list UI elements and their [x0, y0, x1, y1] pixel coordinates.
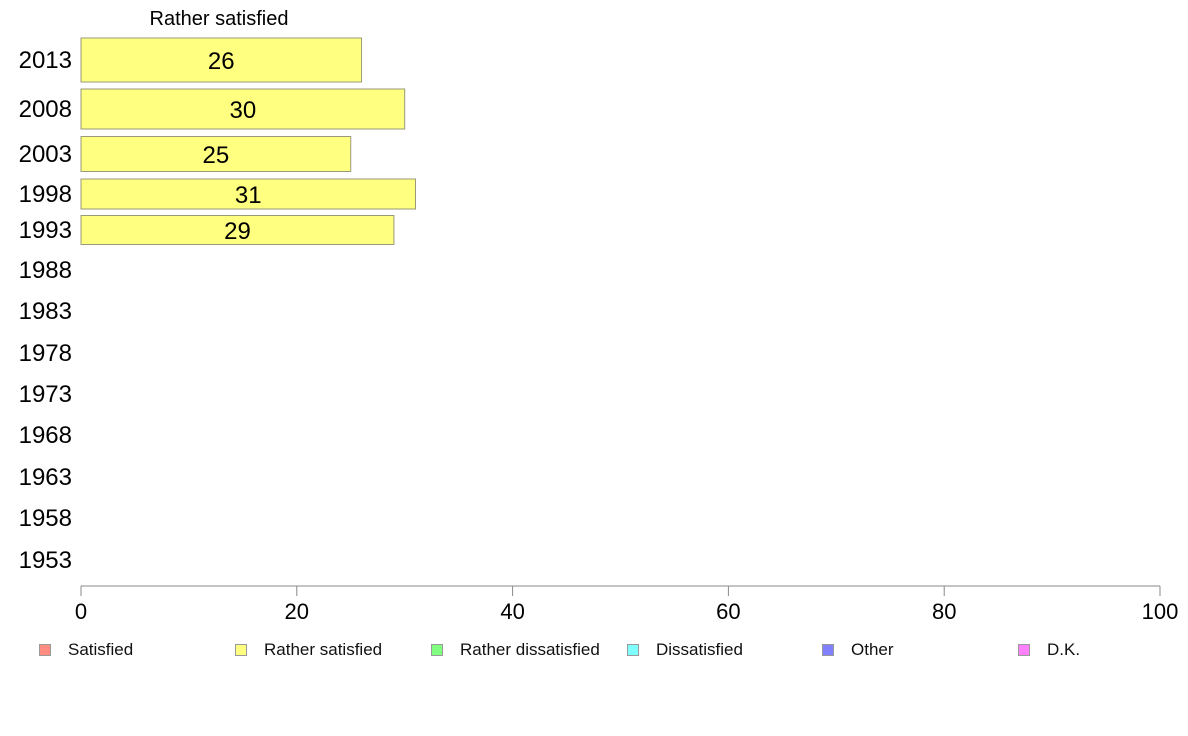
y-tick-label: 1963 [19, 464, 72, 491]
y-axis-labels: 2013 2008 2003 1998 1993 1988 1983 1978 1973 1968… [19, 47, 72, 574]
y-tick-label: 1958 [19, 505, 72, 532]
y-tick-label: 2013 [19, 47, 72, 74]
legend-label: Other [851, 640, 894, 659]
legend-item: Rather satisfied [235, 638, 382, 662]
legend-swatch [431, 644, 443, 656]
legend-label: D.K. [1047, 640, 1081, 659]
x-tick-label: 0 [75, 599, 87, 624]
legend-swatch [822, 644, 834, 656]
y-tick-label: 2003 [19, 141, 72, 168]
y-tick-label: 2008 [19, 96, 72, 123]
legend-swatch [627, 644, 639, 656]
bar-value-label: 25 [203, 142, 230, 169]
chart-title: Rather satisfied [150, 8, 289, 30]
bar-value-label: 29 [224, 218, 251, 245]
x-tick-label: 60 [716, 599, 740, 624]
legend-label: Rather dissatisfied [460, 640, 600, 659]
x-tick-label: 20 [285, 599, 309, 624]
bar [80, 136, 352, 172]
y-tick-label: 1988 [19, 257, 72, 284]
y-tick-label: 1978 [19, 340, 72, 367]
legend-label: Rather satisfied [264, 640, 383, 659]
legend: Satisfied Rather satisfied Rather dissatis… [0, 638, 1188, 662]
bar [80, 88, 406, 130]
bar-value-label: 26 [208, 48, 235, 75]
legend-swatch [39, 644, 51, 656]
x-tick-label: 80 [932, 599, 956, 624]
legend-item: Other [822, 638, 894, 662]
bar-value-label: 31 [235, 182, 262, 209]
bar [80, 178, 416, 210]
bar [80, 37, 363, 83]
y-tick-label: 1993 [19, 217, 72, 244]
bar-value-label: 30 [229, 97, 256, 124]
x-tick-label: 100 [1142, 599, 1179, 624]
legend-label: Dissatisfied [656, 640, 743, 659]
legend-swatch [235, 644, 247, 656]
y-tick-label: 1983 [19, 298, 72, 325]
legend-item: Satisfied [39, 638, 133, 662]
y-tick-label: 1953 [19, 547, 72, 574]
y-tick-label: 1973 [19, 381, 72, 408]
legend-item: D.K. [1018, 638, 1080, 662]
y-tick-label: 1998 [19, 181, 72, 208]
x-tick-label: 40 [500, 599, 524, 624]
y-tick-label: 1968 [19, 422, 72, 449]
legend-swatch [1018, 644, 1030, 656]
legend-label: Satisfied [68, 640, 134, 659]
legend-item: Dissatisfied [627, 638, 743, 662]
legend-item: Rather dissatisfied [431, 638, 600, 662]
bar [80, 215, 395, 245]
x-axis: 0 20 40 60 80 100 [75, 585, 1179, 624]
